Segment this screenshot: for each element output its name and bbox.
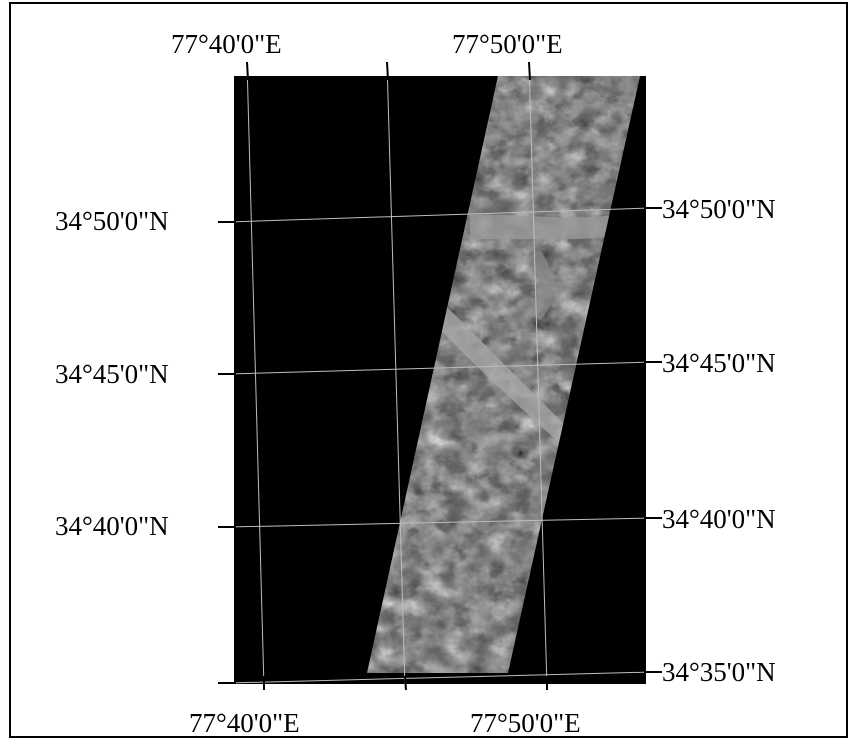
meridian-77-45: [386, 61, 406, 689]
bottom-longitude-label: 77°50'0"E: [470, 708, 581, 738]
left-latitude-label: 34°40'0"N: [55, 511, 169, 541]
left-latitude-label: 34°45'0"N: [55, 359, 169, 389]
bottom-longitude-label: 77°40'0"E: [189, 708, 300, 738]
parallel-34-50: [227, 207, 653, 223]
top-longitude-label: 77°50'0"E: [452, 29, 563, 59]
right-latitude-label: 34°45'0"N: [662, 348, 776, 378]
map-frame: [9, 2, 848, 738]
parallel-34-40: [227, 517, 653, 528]
top-longitude-label: 77°40'0"E: [171, 29, 282, 59]
meridian-77-40: [246, 61, 265, 689]
left-latitude-label: 34°50'0"N: [55, 206, 169, 236]
parallel-34-45: [227, 361, 653, 375]
tick-marks: [218, 61, 662, 691]
right-latitude-label: 34°35'0"N: [662, 657, 776, 687]
right-latitude-label: 34°50'0"N: [662, 194, 776, 224]
parallel-34-35: [227, 671, 653, 684]
graticule: [227, 61, 653, 689]
right-latitude-label: 34°40'0"N: [662, 504, 776, 534]
meridian-77-50: [528, 61, 548, 689]
